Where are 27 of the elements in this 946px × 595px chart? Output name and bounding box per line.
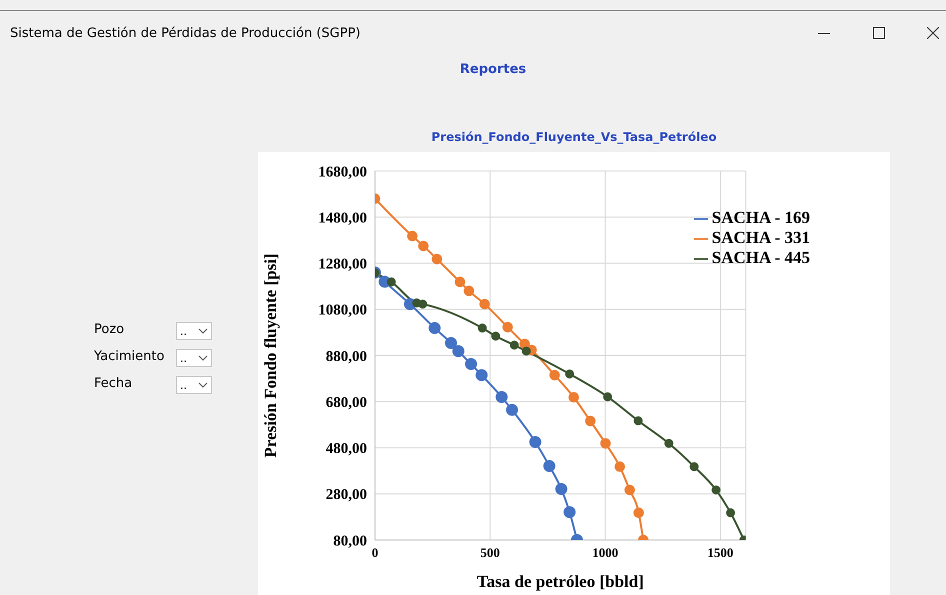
y-tick-label: 1680,00 [318,164,367,180]
text: .. [180,352,187,364]
legend-label: SACHA - 445 [712,248,810,267]
y-tick-label: 880,00 [326,348,367,365]
x-tick-label: 0 [372,545,378,560]
y-axis-title: Presión Fondo fluyente [psi] [261,253,280,458]
text: Pozo [94,322,124,337]
text: Yacimiento [94,349,164,364]
y-tick-label: 680,00 [326,394,367,411]
text: .. [180,378,187,392]
chart-subtitle: Reportes [458,62,528,77]
text: .. [180,324,187,338]
chart-title: Presión_Fondo_Fluyente_Vs_Tasa_Petróleo [430,130,718,144]
y-tick-label: 1080,00 [318,302,367,319]
x-tick-label: 1500 [707,545,734,560]
x-tick-label: 500 [480,545,500,560]
y-tick-label: 1280,00 [318,256,367,273]
y-tick-label: 1480,00 [318,210,367,226]
x-tick-label: 1000 [592,545,618,560]
text: Sistema de Gestión de Pérdidas de Producción (SGPP) [10,26,360,41]
text: Fecha [94,376,132,391]
y-tick-label: 80,00 [333,533,367,550]
legend-label: SACHA - 331 [712,228,810,247]
legend-label: SACHA - 169 [712,208,810,227]
y-tick-label: 280,00 [326,487,367,504]
y-tick-label: 480,00 [326,441,367,458]
x-axis-title: Tasa de petróleo [bbld] [476,572,644,591]
